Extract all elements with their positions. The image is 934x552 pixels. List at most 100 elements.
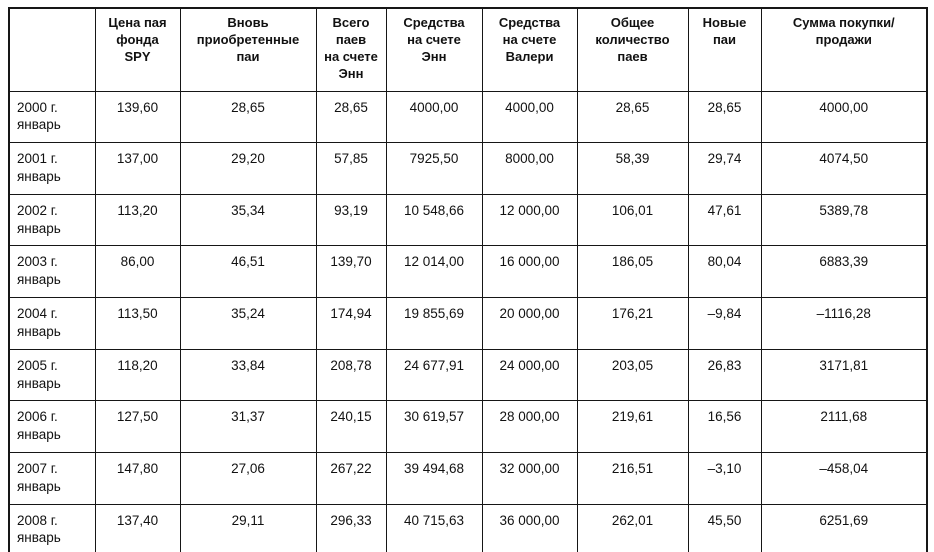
cell: –3,10 <box>687 451 762 505</box>
cell: 29,20 <box>179 142 317 195</box>
cell: 28,65 <box>576 90 689 144</box>
cell: 16 000,00 <box>481 245 578 299</box>
cell: 5389,78 <box>760 193 928 247</box>
cell: 39 494,68 <box>385 451 483 505</box>
header-cell-buy-sell-amount: Сумма покупки/ продажи <box>760 7 928 92</box>
cell: 113,50 <box>94 297 181 350</box>
header-cell-valerie-funds: Средства на счете Валери <box>481 7 578 92</box>
cell: 24 677,91 <box>385 348 483 402</box>
cell: 80,04 <box>687 245 762 299</box>
header-cell-ann-funds: Средства на счете Энн <box>385 7 483 92</box>
cell: 3171,81 <box>760 348 928 402</box>
cell: 58,39 <box>576 142 689 195</box>
row-label: 2004 г. январь <box>8 297 96 350</box>
cell: 4000,00 <box>385 90 483 144</box>
cell: 86,00 <box>94 245 181 299</box>
cell: 2111,68 <box>760 400 928 453</box>
header-row: Цена пая фонда SPY Вновь приобретенные п… <box>8 7 928 92</box>
cell: 176,21 <box>576 297 689 350</box>
row-label: 2003 г. январь <box>8 245 96 299</box>
table-row: 2002 г. январь 113,20 35,34 93,19 10 548… <box>8 193 928 247</box>
cell: 36 000,00 <box>481 503 578 552</box>
cell: 137,00 <box>94 142 181 195</box>
cell: –1116,28 <box>760 297 928 350</box>
cell: 127,50 <box>94 400 181 453</box>
cell: 216,51 <box>576 451 689 505</box>
cell: 6883,39 <box>760 245 928 299</box>
cell: 240,15 <box>315 400 387 453</box>
row-label: 2006 г. январь <box>8 400 96 453</box>
cell: 262,01 <box>576 503 689 552</box>
cell: 57,85 <box>315 142 387 195</box>
cell: 24 000,00 <box>481 348 578 402</box>
cell: 147,80 <box>94 451 181 505</box>
cell: 4000,00 <box>760 90 928 144</box>
cell: 28,65 <box>179 90 317 144</box>
cell: 35,34 <box>179 193 317 247</box>
cell: 28,65 <box>315 90 387 144</box>
cell: 106,01 <box>576 193 689 247</box>
cell: 27,06 <box>179 451 317 505</box>
cell: 35,24 <box>179 297 317 350</box>
table-row: 2006 г. январь 127,50 31,37 240,15 30 61… <box>8 400 928 453</box>
cell: 40 715,63 <box>385 503 483 552</box>
cell: 8000,00 <box>481 142 578 195</box>
cell: 31,37 <box>179 400 317 453</box>
cell: 7925,50 <box>385 142 483 195</box>
cell: 29,74 <box>687 142 762 195</box>
table-row: 2008 г. январь 137,40 29,11 296,33 40 71… <box>8 503 928 552</box>
row-label: 2005 г. январь <box>8 348 96 402</box>
cell: 10 548,66 <box>385 193 483 247</box>
table-row: 2004 г. январь 113,50 35,24 174,94 19 85… <box>8 297 928 350</box>
cell: 118,20 <box>94 348 181 402</box>
cell: 174,94 <box>315 297 387 350</box>
cell: 93,19 <box>315 193 387 247</box>
table-row: 2000 г. январь 139,60 28,65 28,65 4000,0… <box>8 90 928 144</box>
cell: 219,61 <box>576 400 689 453</box>
header-cell-empty <box>8 7 96 92</box>
row-label: 2002 г. январь <box>8 193 96 247</box>
cell: 12 014,00 <box>385 245 483 299</box>
cell: 32 000,00 <box>481 451 578 505</box>
row-label: 2007 г. январь <box>8 451 96 505</box>
table-row: 2003 г. январь 86,00 46,51 139,70 12 014… <box>8 245 928 299</box>
cell: 4074,50 <box>760 142 928 195</box>
cell: 46,51 <box>179 245 317 299</box>
header-cell-new-units-valerie: Новые паи <box>687 7 762 92</box>
cell: 28 000,00 <box>481 400 578 453</box>
cell: 47,61 <box>687 193 762 247</box>
cell: 137,40 <box>94 503 181 552</box>
header-cell-ann-total-units: Всего паев на счете Энн <box>315 7 387 92</box>
cell: 113,20 <box>94 193 181 247</box>
cell: 4000,00 <box>481 90 578 144</box>
cell: –458,04 <box>760 451 928 505</box>
cell: 29,11 <box>179 503 317 552</box>
investment-tracking-table: Цена пая фонда SPY Вновь приобретенные п… <box>8 7 928 552</box>
cell: 208,78 <box>315 348 387 402</box>
cell: 33,84 <box>179 348 317 402</box>
cell: 139,60 <box>94 90 181 144</box>
cell: 30 619,57 <box>385 400 483 453</box>
cell: 20 000,00 <box>481 297 578 350</box>
header-cell-new-units: Вновь приобретенные паи <box>179 7 317 92</box>
cell: 186,05 <box>576 245 689 299</box>
cell: 296,33 <box>315 503 387 552</box>
cell: 12 000,00 <box>481 193 578 247</box>
cell: 6251,69 <box>760 503 928 552</box>
cell: 26,83 <box>687 348 762 402</box>
row-label: 2008 г. январь <box>8 503 96 552</box>
cell: 267,22 <box>315 451 387 505</box>
cell: –9,84 <box>687 297 762 350</box>
row-label: 2000 г. январь <box>8 90 96 144</box>
table-row: 2001 г. январь 137,00 29,20 57,85 7925,5… <box>8 142 928 195</box>
cell: 139,70 <box>315 245 387 299</box>
table-row: 2005 г. январь 118,20 33,84 208,78 24 67… <box>8 348 928 402</box>
cell: 45,50 <box>687 503 762 552</box>
table-row: 2007 г. январь 147,80 27,06 267,22 39 49… <box>8 451 928 505</box>
cell: 203,05 <box>576 348 689 402</box>
header-cell-spy-price: Цена пая фонда SPY <box>94 7 181 92</box>
cell: 16,56 <box>687 400 762 453</box>
cell: 28,65 <box>687 90 762 144</box>
header-cell-total-units: Общее количество паев <box>576 7 689 92</box>
